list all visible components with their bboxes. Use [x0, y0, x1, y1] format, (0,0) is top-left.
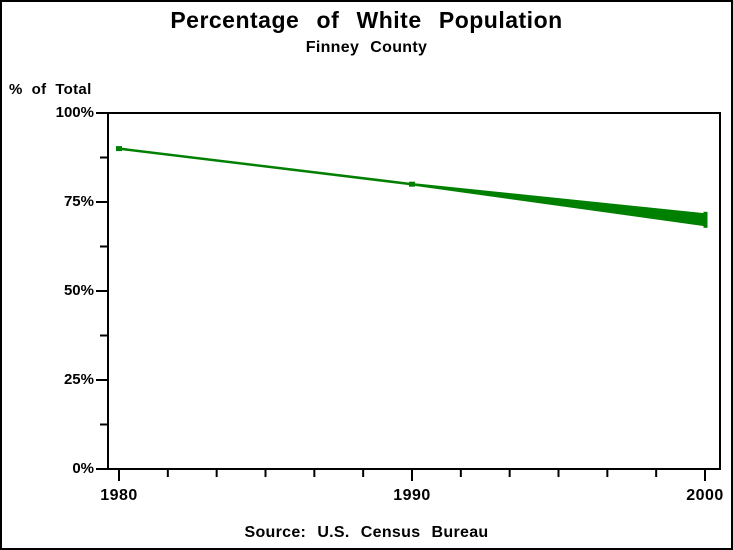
- x-tick-label: 2000: [686, 487, 724, 504]
- plot-frame: [107, 112, 721, 470]
- series-line-segment: [118, 147, 413, 186]
- y-tick-label: 75%: [63, 193, 94, 210]
- y-axis-label: % of Total: [9, 81, 92, 98]
- data-marker-2000: [703, 211, 708, 228]
- data-marker-1980: [116, 146, 122, 152]
- y-tick-label: 50%: [63, 282, 94, 299]
- y-tick-label: 25%: [63, 371, 94, 388]
- y-tick-label: 100%: [55, 104, 94, 121]
- data-marker-1990: [409, 181, 415, 187]
- chart-subtitle: Finney County: [305, 39, 428, 56]
- series-wedge: [412, 182, 705, 227]
- x-tick-label: 1990: [393, 487, 431, 504]
- source-footnote: Source: U.S. Census Bureau: [244, 524, 489, 541]
- chart-title: Percentage of White Population: [170, 7, 563, 33]
- y-tick-label: 0%: [72, 460, 94, 477]
- x-tick-label: 1980: [100, 487, 138, 504]
